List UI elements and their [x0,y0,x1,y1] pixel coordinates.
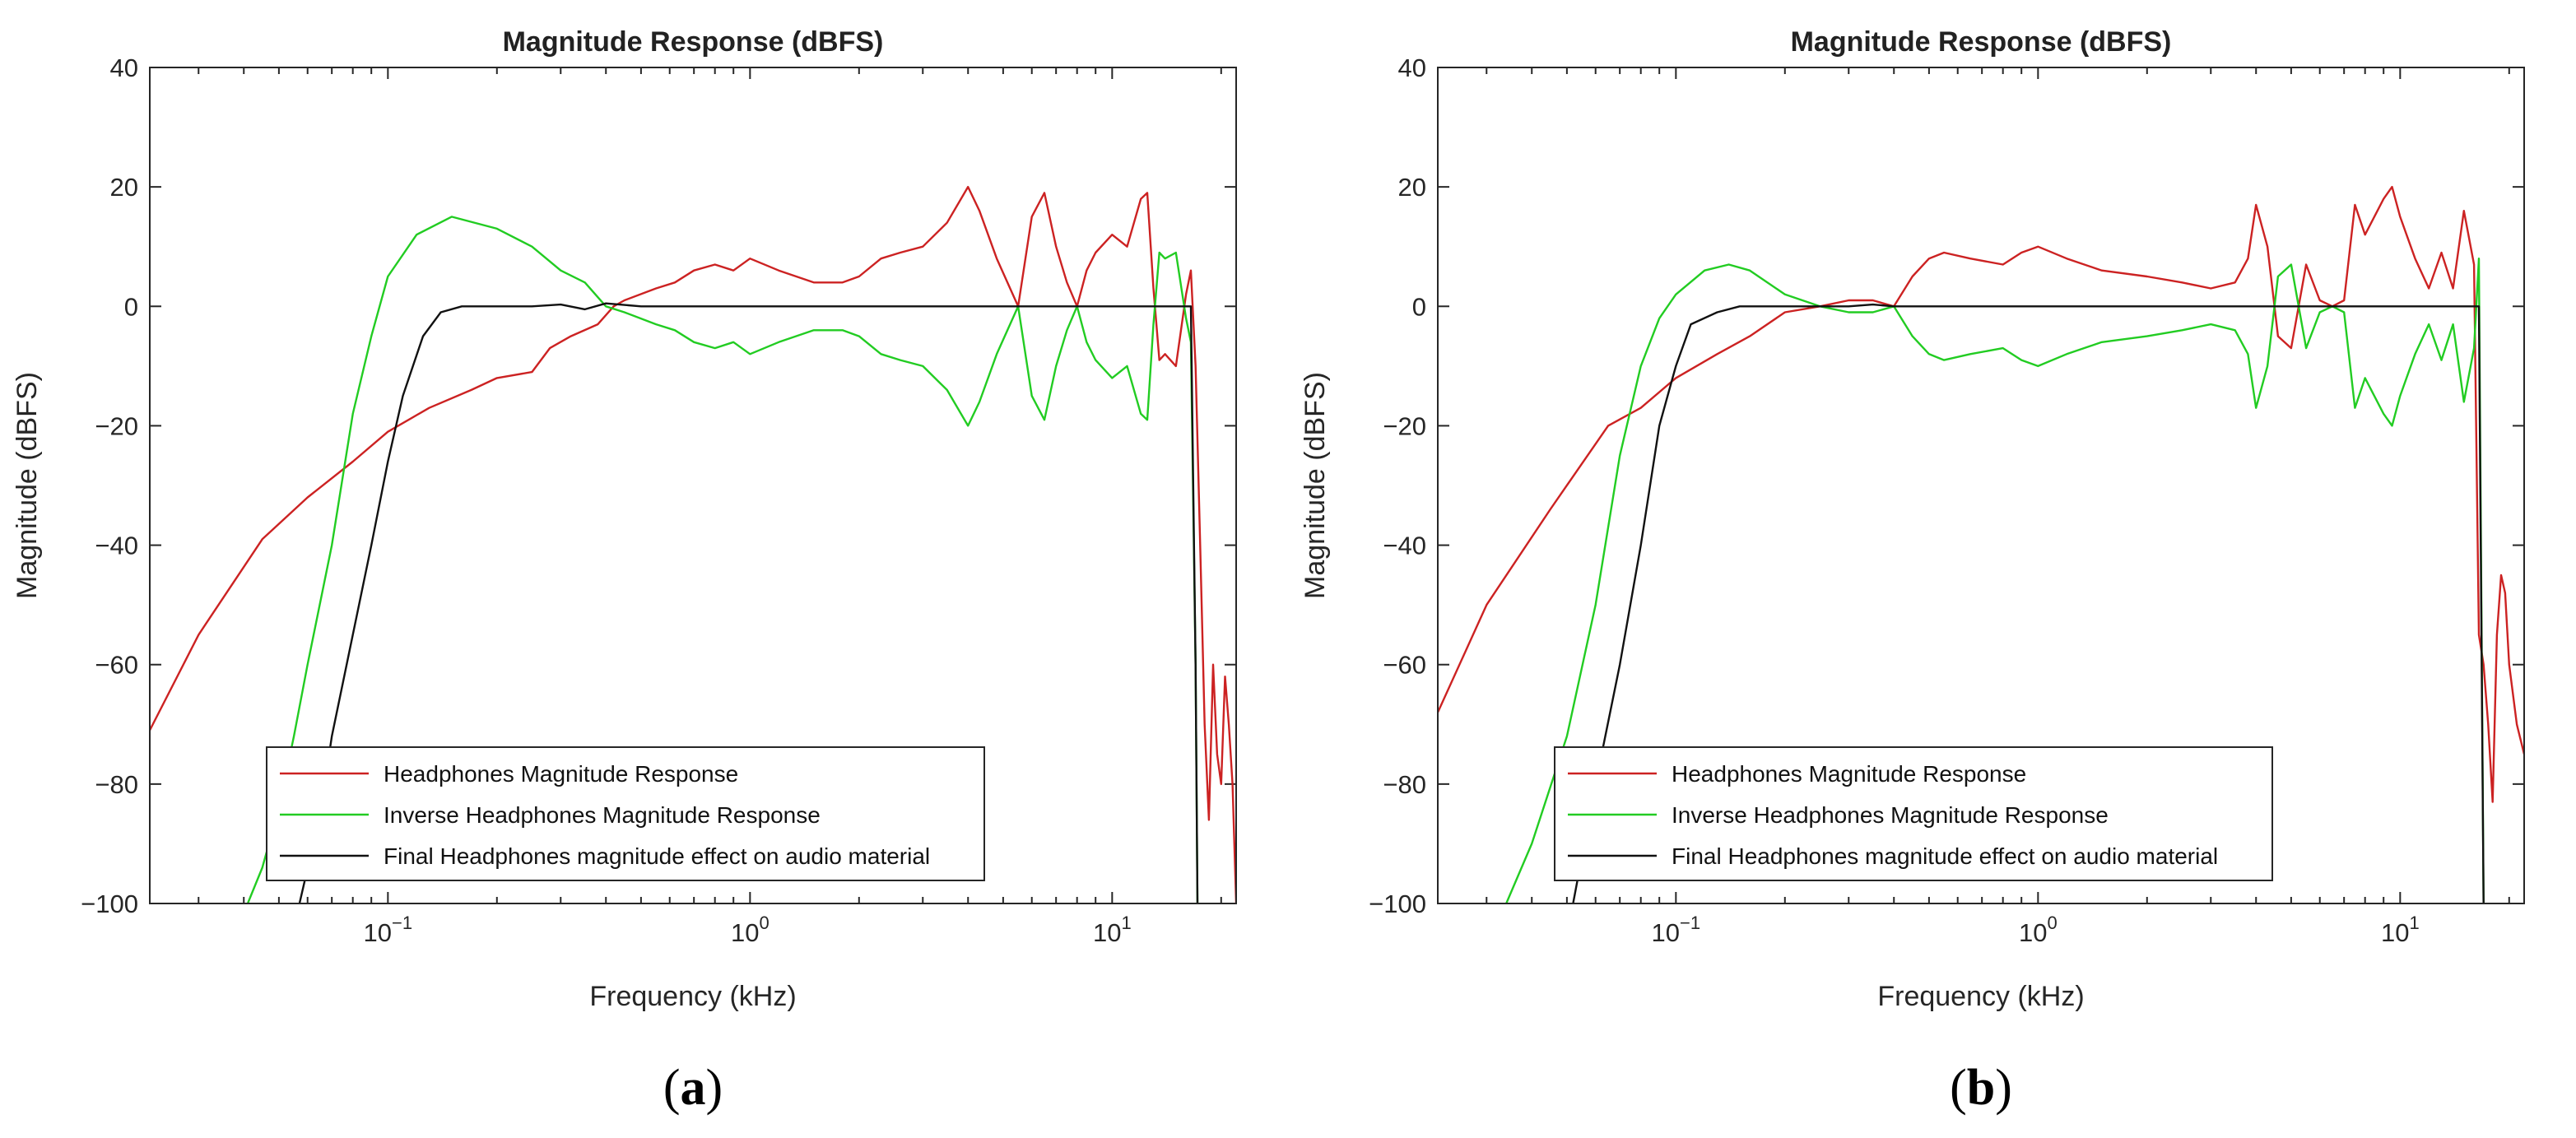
x-tick-base: 10 [1652,918,1680,947]
axes-box [149,67,1237,904]
x-axis-label: Frequency (kHz) [1877,981,2084,1012]
y-tick-label: 20 [110,173,138,202]
x-tick-base: 10 [2381,918,2409,947]
y-tick-label: −100 [81,889,138,918]
y-tick-label: 40 [110,53,138,82]
legend-label: Inverse Headphones Magnitude Response [1672,802,2109,828]
panel-a: Magnitude Response (dBFS) 40 20 0 −20 −40 −60 −… [12,26,1237,1116]
x-tick-base: 10 [364,918,392,947]
x-tick-exp: −1 [1680,913,1700,933]
series-line-1 [150,185,1236,903]
legend-box [266,746,985,881]
legend: Headphones Magnitude Response Inverse Hea… [1554,746,2273,881]
legend-box [1554,746,2273,881]
series-group [150,185,1236,903]
x-axis: 10−1 100 101 [1652,913,2420,947]
x-minor-ticks [1486,67,2510,903]
x-tick-base: 10 [1093,918,1121,947]
y-tick-label: −40 [1383,532,1426,560]
series-line-2 [246,216,1199,903]
x-tick-exp: 1 [1121,913,1131,933]
y-axis-label: Magnitude (dBFS) [1300,372,1331,599]
x-tick-exp: 1 [2409,913,2419,933]
x-tick-exp: −1 [392,913,412,933]
legend-label: Inverse Headphones Magnitude Response [384,802,821,828]
series-line-2 [1505,258,2485,903]
y-tick-label: −60 [95,651,138,680]
panel-caption: (b) [1950,1060,2012,1116]
x-tick-label: 10−1 [1652,913,1701,947]
series-group [1438,185,2524,903]
y-tick-label: −20 [95,411,138,440]
y-tick-label: −60 [1383,651,1426,680]
series-line-3 [1572,303,2485,903]
y-tick-label: −80 [95,770,138,799]
y-tick-label: 20 [1398,173,1426,202]
axes-box [1437,67,2525,904]
x-tick-base: 10 [731,918,759,947]
x-tick-exp: 0 [759,913,769,933]
y-axis: 40 20 0 −20 −40 −60 −80 −100 [81,53,1236,918]
x-tick-label: 101 [1093,913,1132,947]
y-tick-label: −20 [1383,411,1426,440]
x-tick-label: 101 [2381,913,2420,947]
legend: Headphones Magnitude Response Inverse Hea… [266,746,985,881]
x-axis-label: Frequency (kHz) [589,981,796,1012]
chart-title: Magnitude Response (dBFS) [1791,26,2172,58]
chart-title: Magnitude Response (dBFS) [503,26,884,58]
y-tick-label: 40 [1398,53,1426,82]
x-minor-ticks [198,67,1222,903]
chart-b: Magnitude Response (dBFS) 40 20 0 −20 −40 −60 −… [1300,26,2525,1116]
series-line-1 [1438,185,2524,803]
x-tick-base: 10 [2019,918,2047,947]
x-axis: 10−1 100 101 [364,913,1132,947]
legend-label: Final Headphones magnitude effect on aud… [384,843,930,869]
y-axis: 40 20 0 −20 −40 −60 −80 −100 [1369,53,2524,918]
panel-caption: (a) [663,1060,723,1116]
legend-label: Final Headphones magnitude effect on aud… [1672,843,2218,869]
y-axis-label: Magnitude (dBFS) [12,372,43,599]
y-tick-label: 0 [1412,292,1426,321]
x-tick-exp: 0 [2047,913,2057,933]
y-tick-label: −40 [95,532,138,560]
legend-label: Headphones Magnitude Response [1672,761,2026,787]
y-tick-label: −100 [1369,889,1426,918]
x-tick-label: 100 [731,913,770,947]
legend-label: Headphones Magnitude Response [384,761,738,787]
series-line-3 [298,302,1199,903]
chart-a: Magnitude Response (dBFS) 40 20 0 −20 −40 −60 −… [12,26,1237,1116]
panel-b: Magnitude Response (dBFS) 40 20 0 −20 −40 −60 −… [1288,0,2576,1138]
y-tick-label: −80 [1383,770,1426,799]
x-tick-label: 100 [2019,913,2058,947]
x-tick-label: 10−1 [364,913,413,947]
y-tick-label: 0 [124,292,138,321]
